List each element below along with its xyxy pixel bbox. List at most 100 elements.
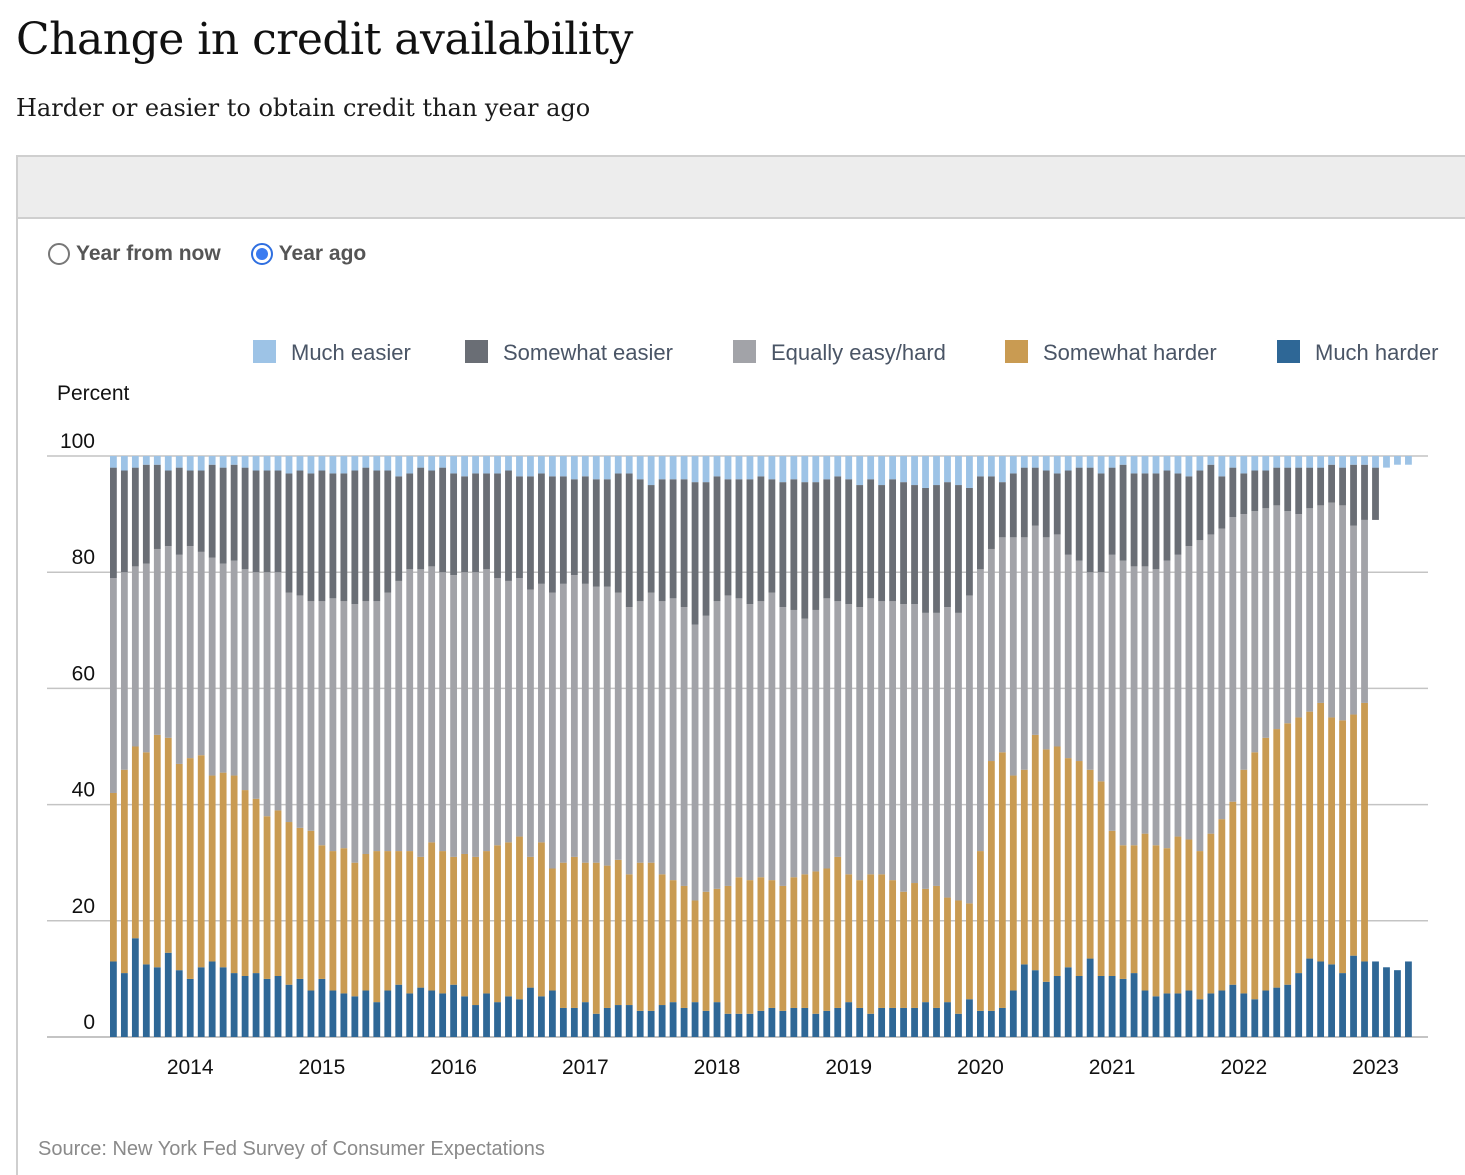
bar-stack[interactable] xyxy=(263,456,271,1037)
bar-stack[interactable] xyxy=(1317,456,1325,1037)
bar-stack[interactable] xyxy=(966,456,973,1037)
bar-stack[interactable] xyxy=(120,456,128,1037)
bar-stack[interactable] xyxy=(746,456,754,1037)
bar-stack[interactable] xyxy=(428,456,436,1037)
radio-year-ago[interactable]: Year ago xyxy=(250,242,366,266)
bar-stack[interactable] xyxy=(647,456,655,1037)
bar-stack[interactable] xyxy=(889,456,897,1037)
bar-stack[interactable] xyxy=(483,456,490,1037)
bar-stack[interactable] xyxy=(1361,456,1368,1037)
bar-stack[interactable] xyxy=(625,456,633,1037)
bar-stack[interactable] xyxy=(1196,456,1204,1037)
bar-stack[interactable] xyxy=(1251,456,1259,1037)
bar-stack[interactable] xyxy=(285,456,293,1037)
bar-stack[interactable] xyxy=(691,456,699,1037)
bar-stack[interactable] xyxy=(570,456,578,1037)
bar-stack[interactable] xyxy=(779,456,787,1037)
bar-stack[interactable] xyxy=(1031,456,1039,1037)
bar-stack[interactable] xyxy=(1141,456,1149,1037)
bar-stack[interactable] xyxy=(680,456,688,1037)
bar-stack[interactable] xyxy=(197,456,205,1037)
bar-stack[interactable] xyxy=(241,456,249,1037)
bar-stack[interactable] xyxy=(461,456,468,1037)
bar-stack[interactable] xyxy=(944,456,951,1037)
bar-stack[interactable] xyxy=(1394,456,1401,1037)
bar-stack[interactable] xyxy=(1262,456,1270,1037)
bar-stack[interactable] xyxy=(362,456,370,1037)
bar-stack[interactable] xyxy=(1163,456,1171,1037)
bar-stack[interactable] xyxy=(900,456,907,1037)
radio-unchecked-icon[interactable] xyxy=(48,243,70,265)
bar-stack[interactable] xyxy=(384,456,392,1037)
bar-stack[interactable] xyxy=(274,456,282,1037)
bar-stack[interactable] xyxy=(933,456,940,1037)
bar-stack[interactable] xyxy=(1152,456,1160,1037)
bar-stack[interactable] xyxy=(450,456,458,1037)
bar-stack[interactable] xyxy=(252,456,260,1037)
legend-item-somewhat-harder[interactable]: Somewhat harder xyxy=(1005,340,1217,365)
bar-stack[interactable] xyxy=(658,456,666,1037)
bar-stack[interactable] xyxy=(1295,456,1303,1037)
bar-stack[interactable] xyxy=(977,456,984,1037)
bar-stack[interactable] xyxy=(219,456,227,1037)
bar-stack[interactable] xyxy=(911,456,918,1037)
bar-stack[interactable] xyxy=(527,456,534,1037)
bar-stack[interactable] xyxy=(1130,456,1138,1037)
bar-stack[interactable] xyxy=(1383,456,1390,1037)
bar-stack[interactable] xyxy=(856,456,864,1037)
bar-stack[interactable] xyxy=(1119,456,1127,1037)
bar-stack[interactable] xyxy=(1075,456,1083,1037)
bar-stack[interactable] xyxy=(1328,456,1335,1038)
bar-stack[interactable] xyxy=(768,456,776,1037)
bar-stack[interactable] xyxy=(702,456,710,1037)
bar-stack[interactable] xyxy=(1053,456,1061,1037)
bar-stack[interactable] xyxy=(1372,456,1379,1037)
bar-stack[interactable] xyxy=(724,456,732,1037)
bar-stack[interactable] xyxy=(1097,456,1105,1037)
legend-item-equally[interactable]: Equally easy/hard xyxy=(733,340,946,365)
bar-stack[interactable] xyxy=(790,456,798,1037)
bar-stack[interactable] xyxy=(757,456,765,1037)
bar-stack[interactable] xyxy=(373,456,381,1037)
bar-stack[interactable] xyxy=(1207,456,1215,1037)
bar-stack[interactable] xyxy=(1229,456,1237,1037)
bar-stack[interactable] xyxy=(142,456,150,1038)
bar-stack[interactable] xyxy=(153,456,161,1037)
bar-stack[interactable] xyxy=(823,456,831,1037)
bar-stack[interactable] xyxy=(340,456,348,1037)
bar-stack[interactable] xyxy=(505,456,512,1037)
bar-stack[interactable] xyxy=(439,456,447,1037)
bar-stack[interactable] xyxy=(867,456,875,1037)
bar-stack[interactable] xyxy=(922,456,929,1037)
bar-stack[interactable] xyxy=(603,456,611,1037)
bar-stack[interactable] xyxy=(614,456,622,1037)
bar-stack[interactable] xyxy=(494,456,501,1037)
bar-stack[interactable] xyxy=(1009,456,1017,1037)
bar-stack[interactable] xyxy=(318,456,326,1037)
bar-stack[interactable] xyxy=(131,456,139,1037)
bar-stack[interactable] xyxy=(592,456,600,1037)
bar-stack[interactable] xyxy=(713,456,721,1037)
bar-stack[interactable] xyxy=(559,456,567,1037)
bar-stack[interactable] xyxy=(1273,456,1281,1037)
bar-stack[interactable] xyxy=(548,456,556,1037)
bar-stack[interactable] xyxy=(1064,456,1072,1037)
legend-item-somewhat-easier[interactable]: Somewhat easier xyxy=(465,340,673,365)
legend-item-much-easier[interactable]: Much easier xyxy=(253,340,411,365)
bar-stack[interactable] xyxy=(1405,456,1412,1037)
bar-stack[interactable] xyxy=(1086,456,1094,1037)
bar-stack[interactable] xyxy=(878,456,886,1037)
legend-item-much-harder[interactable]: Much harder xyxy=(1277,340,1439,365)
bar-stack[interactable] xyxy=(406,456,414,1037)
bar-stack[interactable] xyxy=(812,456,820,1037)
bar-stack[interactable] xyxy=(472,456,479,1037)
bar-stack[interactable] xyxy=(296,456,304,1037)
bar-stack[interactable] xyxy=(351,456,359,1037)
bar-stack[interactable] xyxy=(834,456,842,1037)
bar-stack[interactable] xyxy=(538,456,545,1037)
bar-stack[interactable] xyxy=(208,456,216,1037)
bar-stack[interactable] xyxy=(1185,456,1193,1037)
bar-stack[interactable] xyxy=(1284,456,1292,1037)
radio-checked-icon[interactable] xyxy=(250,243,273,265)
bar-stack[interactable] xyxy=(1218,456,1226,1037)
